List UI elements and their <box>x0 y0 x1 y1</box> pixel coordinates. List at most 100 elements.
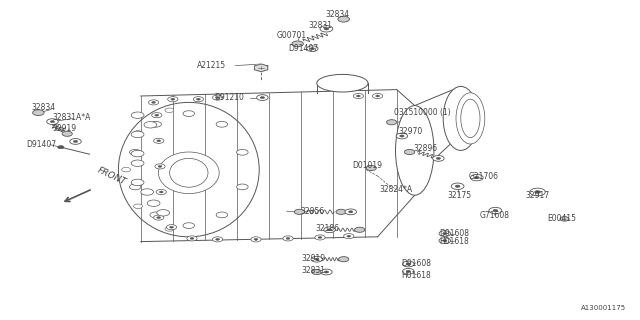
Text: 32970: 32970 <box>399 127 423 136</box>
Circle shape <box>152 101 156 103</box>
Text: 32919: 32919 <box>52 124 76 132</box>
Circle shape <box>436 157 440 159</box>
Circle shape <box>193 97 204 102</box>
Circle shape <box>321 269 332 275</box>
Circle shape <box>155 114 159 116</box>
Circle shape <box>324 271 328 273</box>
Circle shape <box>356 95 360 97</box>
Circle shape <box>190 237 194 239</box>
Circle shape <box>168 97 178 102</box>
Circle shape <box>311 256 323 262</box>
Ellipse shape <box>443 86 479 150</box>
Circle shape <box>131 150 144 157</box>
Circle shape <box>183 223 195 228</box>
Circle shape <box>493 209 498 212</box>
Circle shape <box>237 184 248 190</box>
Circle shape <box>257 95 268 100</box>
Circle shape <box>451 183 464 189</box>
Text: D91210: D91210 <box>214 93 244 102</box>
Circle shape <box>338 16 349 22</box>
Circle shape <box>148 100 159 105</box>
Circle shape <box>353 93 364 99</box>
Circle shape <box>129 149 141 155</box>
Circle shape <box>212 95 223 100</box>
Circle shape <box>165 227 174 231</box>
Circle shape <box>187 236 197 241</box>
Ellipse shape <box>396 106 434 195</box>
Circle shape <box>312 269 322 275</box>
Circle shape <box>33 110 44 116</box>
Circle shape <box>171 98 175 100</box>
Circle shape <box>134 131 143 135</box>
Circle shape <box>147 200 160 206</box>
Text: 32831: 32831 <box>301 266 326 275</box>
Text: G00701: G00701 <box>276 31 307 40</box>
Circle shape <box>144 122 157 128</box>
Circle shape <box>134 204 143 209</box>
Text: 32175: 32175 <box>447 191 472 200</box>
Text: 32831: 32831 <box>308 21 332 30</box>
Text: 32834: 32834 <box>326 10 350 19</box>
Text: 031510000 (1): 031510000 (1) <box>394 108 451 117</box>
Circle shape <box>150 121 161 127</box>
Circle shape <box>439 238 451 244</box>
Ellipse shape <box>158 152 219 194</box>
Circle shape <box>58 146 64 149</box>
Circle shape <box>165 108 174 113</box>
Circle shape <box>286 237 290 239</box>
Circle shape <box>355 227 365 232</box>
Circle shape <box>387 120 397 125</box>
Circle shape <box>320 26 333 32</box>
Circle shape <box>170 226 173 228</box>
Circle shape <box>433 156 444 161</box>
Circle shape <box>344 234 354 239</box>
Circle shape <box>347 235 351 237</box>
Circle shape <box>152 113 162 118</box>
Circle shape <box>183 111 195 116</box>
Circle shape <box>443 233 447 235</box>
Circle shape <box>157 217 161 219</box>
Text: 32186: 32186 <box>316 224 340 233</box>
Circle shape <box>307 46 318 52</box>
Circle shape <box>324 28 329 30</box>
Text: FRONT: FRONT <box>96 166 127 187</box>
Circle shape <box>345 209 356 215</box>
Circle shape <box>70 139 81 144</box>
Circle shape <box>372 93 383 99</box>
Circle shape <box>216 97 220 99</box>
Circle shape <box>455 185 460 188</box>
Text: 32856: 32856 <box>300 207 324 216</box>
Circle shape <box>131 160 144 166</box>
Circle shape <box>62 131 72 136</box>
Text: G21706: G21706 <box>468 172 498 180</box>
Circle shape <box>47 119 58 124</box>
Ellipse shape <box>170 158 208 187</box>
Circle shape <box>339 257 349 262</box>
Circle shape <box>292 41 303 47</box>
Text: A130001175: A130001175 <box>580 305 626 311</box>
Circle shape <box>376 95 380 97</box>
Ellipse shape <box>461 99 480 138</box>
Circle shape <box>154 215 164 220</box>
Text: D01019: D01019 <box>353 161 382 170</box>
Text: E00415: E00415 <box>547 214 577 223</box>
Circle shape <box>216 121 228 127</box>
Circle shape <box>129 184 141 190</box>
Circle shape <box>474 176 479 179</box>
Circle shape <box>159 191 163 193</box>
Circle shape <box>396 133 408 139</box>
Text: 32831A*A: 32831A*A <box>52 113 91 122</box>
Circle shape <box>530 188 545 196</box>
Circle shape <box>254 238 258 240</box>
Circle shape <box>216 238 220 240</box>
Text: D91407: D91407 <box>26 140 57 149</box>
Circle shape <box>315 258 319 260</box>
Ellipse shape <box>456 93 485 144</box>
Text: D91608: D91608 <box>401 260 431 268</box>
Text: 32824*A: 32824*A <box>379 185 412 194</box>
Polygon shape <box>255 64 268 72</box>
Circle shape <box>150 212 161 218</box>
Ellipse shape <box>317 75 368 92</box>
Circle shape <box>122 167 131 172</box>
Circle shape <box>283 236 293 241</box>
